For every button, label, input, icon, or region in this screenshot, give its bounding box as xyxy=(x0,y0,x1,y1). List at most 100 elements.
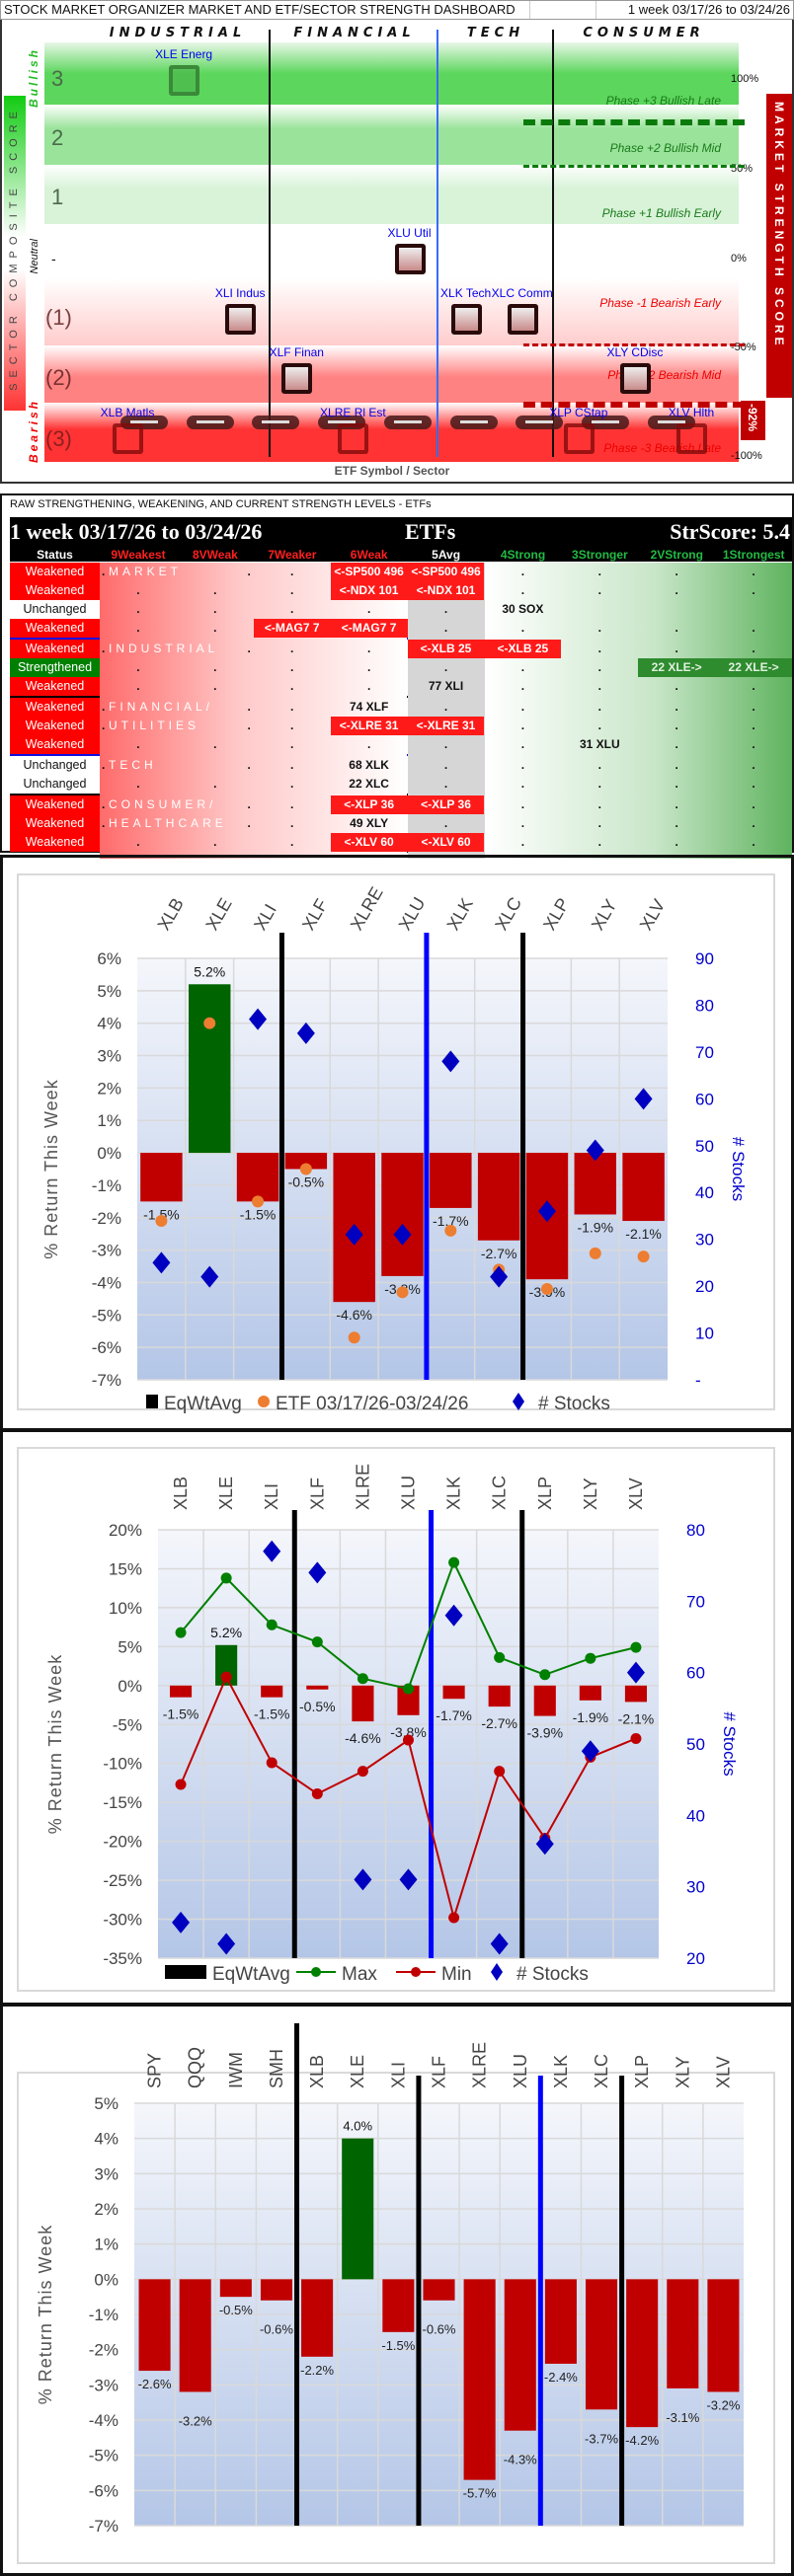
bar xyxy=(179,2279,211,2392)
bar xyxy=(430,1153,472,1208)
status-cell: Weakened xyxy=(10,814,100,833)
y-tick-label: 0% xyxy=(97,1144,121,1163)
strength-cell: . xyxy=(366,642,371,655)
y-tick-label: -6% xyxy=(92,1338,121,1357)
row-label: 3 xyxy=(51,66,64,91)
category-label: XLK xyxy=(442,895,476,934)
y-tick-label: 1% xyxy=(94,2235,119,2254)
etf-score-box xyxy=(676,422,707,454)
stock-count-point xyxy=(354,1868,372,1891)
strength-dash xyxy=(252,416,300,429)
stock-count-point xyxy=(399,1868,418,1891)
stock-count-point xyxy=(263,1540,281,1562)
strength-cell: 68 XLK xyxy=(349,758,389,772)
etf-score-box xyxy=(619,363,651,394)
strength-cell: . xyxy=(102,797,106,811)
chart-area xyxy=(17,1447,775,1992)
strength-cell: . xyxy=(597,777,601,791)
min-point xyxy=(448,1912,460,1924)
strength-cell: . xyxy=(597,621,601,635)
strength-cell xyxy=(561,600,638,619)
y-tick-label: -25% xyxy=(103,1871,142,1890)
data-label: -4.6% xyxy=(336,1307,372,1323)
y-tick-label: -7% xyxy=(89,2517,119,2536)
etf-label: XLY CDisc xyxy=(606,345,664,359)
bar xyxy=(342,2138,374,2280)
column-header: 5Avg xyxy=(432,548,461,562)
strength-cell: . xyxy=(520,679,525,693)
strength-cell: . xyxy=(520,737,525,751)
strength-cell: . xyxy=(247,700,251,714)
y-tick-label: 2% xyxy=(94,2200,119,2219)
y-tick-label: -7% xyxy=(92,1371,121,1390)
period-label: 1 week 03/17/26 to 03/24/26 xyxy=(627,2,790,17)
band-bullish-3 xyxy=(44,42,739,105)
max-point xyxy=(311,1636,323,1648)
segment-label: TECH xyxy=(109,758,157,772)
stock-count-point xyxy=(200,1265,219,1288)
status-cell: Strengthened xyxy=(10,658,100,677)
stock-count-point xyxy=(217,1932,236,1955)
strength-cell: . xyxy=(520,835,525,849)
status-cell: Weakened xyxy=(10,581,100,600)
status-cell: Unchanged xyxy=(10,775,100,794)
sector-divider xyxy=(437,30,438,457)
bar xyxy=(622,1153,665,1222)
y-tick-label: 10% xyxy=(109,1599,142,1618)
sector-header-financial: FINANCIAL xyxy=(293,26,416,40)
category-label: XLU xyxy=(399,1476,419,1510)
category-label: XLB xyxy=(171,1477,191,1510)
y2-tick-label: 40 xyxy=(686,1806,705,1825)
strength-cell: . xyxy=(213,583,217,597)
table-row: Weakened... 74 XLF..... FINANCIAL/ xyxy=(10,698,792,717)
strength-cell: . xyxy=(520,719,525,732)
bar xyxy=(626,2279,659,2428)
stock-count-point xyxy=(581,1740,599,1763)
status-cell: Weakened xyxy=(10,677,100,696)
max-point xyxy=(494,1651,506,1663)
max-point xyxy=(539,1669,551,1681)
strength-cell xyxy=(638,600,715,619)
strength-cell: . xyxy=(213,737,217,751)
chart-panel-etf-returns: 5% 4% 3% 2% 1% 0% -1% -2% -3% -4% -5% -6% -7% % Retur… xyxy=(0,2004,794,2576)
row-label: - xyxy=(51,251,56,266)
sector-composite-axis-bar: SECTOR COMPOSITE SCORE xyxy=(4,96,26,411)
status-cell: Weakened xyxy=(10,717,100,735)
stock-count-point xyxy=(308,1561,327,1584)
legend-marker xyxy=(258,1396,270,1407)
table-row: Unchanged... 22 XLC..... xyxy=(10,775,792,794)
bar xyxy=(585,2279,618,2410)
strength-pct-label: 0% xyxy=(731,253,747,265)
y2-tick-label: 10 xyxy=(695,1325,714,1343)
bar xyxy=(188,984,231,1154)
data-label: 4.0% xyxy=(343,2119,372,2134)
strength-threshold-line xyxy=(523,402,745,408)
phase-label: Phase +1 Bullish Early xyxy=(601,206,721,220)
y-tick-label: -4% xyxy=(92,1273,121,1292)
strength-cell: 31 XLU xyxy=(579,737,620,751)
segment-label: INDUSTRIAL xyxy=(109,642,219,655)
y2-tick-label: 50 xyxy=(695,1137,714,1156)
strength-cell: . xyxy=(597,660,601,674)
category-label: IWM xyxy=(226,2052,246,2088)
etf-label: XLP CStap xyxy=(549,405,608,419)
y2-tick-label: 60 xyxy=(695,1090,714,1108)
strength-cell: <-NDX 101 xyxy=(330,581,408,600)
bar xyxy=(463,2279,496,2480)
y-tick-label: -10% xyxy=(103,1755,142,1774)
min-point xyxy=(630,1732,642,1744)
category-label: XLP xyxy=(535,1477,555,1510)
data-label: -1.9% xyxy=(573,1709,609,1725)
strength-cell: . xyxy=(102,719,106,732)
stock-count-point xyxy=(490,1265,509,1288)
bar xyxy=(423,2279,455,2301)
strength-cell: . xyxy=(102,758,106,772)
etf-label: XLRE Rl Est xyxy=(320,405,386,419)
etf-score-box xyxy=(338,422,369,454)
y2-tick-label: 70 xyxy=(686,1592,705,1611)
chart-panel-max-min: 20% 15% 10% 5% 0% -5% -10% -15% -20% -25% -30% -35%… xyxy=(0,1429,794,2006)
etf-label: XLI Indus xyxy=(214,285,266,300)
strength-cell: . xyxy=(675,642,678,655)
strength-cell: . xyxy=(290,777,294,791)
legend-marker xyxy=(411,1967,421,1977)
